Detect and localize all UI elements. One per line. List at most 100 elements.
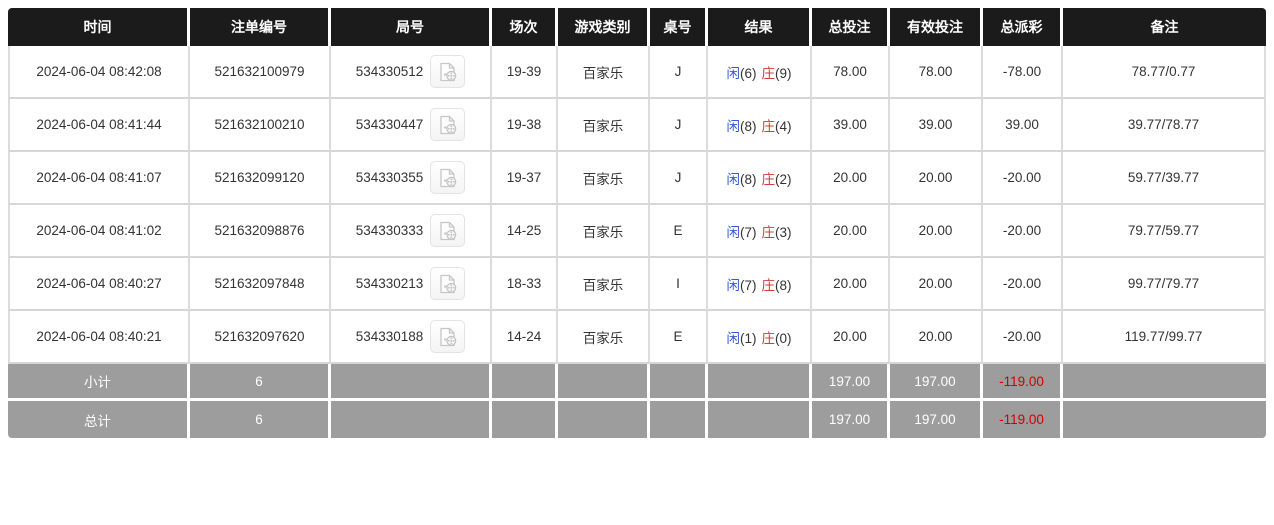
cell-total-bet: 20.00 (812, 311, 890, 364)
table-row: 2024-06-04 08:40:21 521632097620 5343301… (8, 311, 1266, 364)
video-replay-button[interactable] (430, 214, 466, 247)
round-id-value: 534330213 (355, 276, 424, 291)
result-banker-label: 庄 (761, 171, 776, 187)
subtotal-table-no (650, 364, 708, 401)
col-header-game-type: 游戏类别 (558, 8, 650, 46)
cell-bet-id: 521632100210 (190, 99, 331, 152)
subtotal-count: 6 (190, 364, 331, 401)
cell-bet-id: 521632097848 (190, 258, 331, 311)
cell-payout: -20.00 (983, 205, 1063, 258)
video-replay-icon (438, 62, 458, 82)
cell-time: 2024-06-04 08:42:08 (8, 46, 190, 99)
cell-game-type: 百家乐 (558, 258, 650, 311)
cell-bet-id: 521632097620 (190, 311, 331, 364)
cell-valid-bet: 20.00 (890, 205, 983, 258)
table-row: 2024-06-04 08:41:07 521632099120 5343303… (8, 152, 1266, 205)
cell-table-no: J (650, 46, 708, 99)
col-header-valid-bet: 有效投注 (890, 8, 983, 46)
cell-total-bet: 78.00 (812, 46, 890, 99)
table-header: 时间 注单编号 局号 场次 游戏类别 桌号 结果 总投注 有效投注 总派彩 备注 (8, 8, 1266, 46)
video-replay-icon (438, 327, 458, 347)
page-container: 时间 注单编号 局号 场次 游戏类别 桌号 结果 总投注 有效投注 总派彩 备注… (8, 8, 1266, 438)
cell-valid-bet: 20.00 (890, 258, 983, 311)
round-id-value: 534330333 (355, 223, 424, 238)
cell-valid-bet: 39.00 (890, 99, 983, 152)
video-replay-icon (438, 168, 458, 188)
video-replay-button[interactable] (430, 267, 466, 300)
col-header-session: 场次 (492, 8, 558, 46)
cell-total-bet: 20.00 (812, 258, 890, 311)
result-player-score: (6) (740, 65, 757, 81)
subtotal-result (708, 364, 812, 401)
cell-payout: -20.00 (983, 311, 1063, 364)
video-replay-icon (438, 274, 458, 294)
video-replay-button[interactable] (430, 161, 466, 194)
result-player-score: (1) (740, 330, 757, 346)
total-count: 6 (190, 401, 331, 438)
cell-payout: -78.00 (983, 46, 1063, 99)
table-body: 2024-06-04 08:42:08 521632100979 5343305… (8, 46, 1266, 364)
result-player-label: 闲 (726, 277, 741, 293)
cell-round-id: 534330213 (331, 258, 492, 311)
total-session (492, 401, 558, 438)
cell-bet-id: 521632099120 (190, 152, 331, 205)
result-player-label: 闲 (726, 330, 741, 346)
result-player-score: (8) (740, 171, 757, 187)
cell-total-bet: 39.00 (812, 99, 890, 152)
subtotal-valid-bet: 197.00 (890, 364, 983, 401)
result-banker-score: (9) (775, 65, 792, 81)
total-total-bet: 197.00 (812, 401, 890, 438)
total-remark (1063, 401, 1266, 438)
result-banker-score: (3) (775, 224, 792, 240)
cell-remark: 39.77/78.77 (1063, 99, 1266, 152)
total-valid-bet: 197.00 (890, 401, 983, 438)
cell-result: 闲(1) 庄(0) (708, 311, 812, 364)
header-row: 时间 注单编号 局号 场次 游戏类别 桌号 结果 总投注 有效投注 总派彩 备注 (8, 8, 1266, 46)
result-player-score: (7) (740, 277, 757, 293)
round-id-value: 534330512 (355, 64, 424, 79)
cell-remark: 59.77/39.77 (1063, 152, 1266, 205)
video-replay-icon (438, 221, 458, 241)
cell-time: 2024-06-04 08:40:21 (8, 311, 190, 364)
result-player-label: 闲 (726, 224, 741, 240)
total-label: 总计 (8, 401, 190, 438)
video-replay-button[interactable] (430, 320, 466, 353)
result-banker-score: (8) (775, 277, 792, 293)
cell-time: 2024-06-04 08:41:02 (8, 205, 190, 258)
cell-round-id: 534330512 (331, 46, 492, 99)
cell-result: 闲(8) 庄(2) (708, 152, 812, 205)
result-banker-score: (2) (775, 171, 792, 187)
cell-session: 14-24 (492, 311, 558, 364)
total-table-no (650, 401, 708, 438)
table-row: 2024-06-04 08:41:02 521632098876 5343303… (8, 205, 1266, 258)
total-payout: -119.00 (983, 401, 1063, 438)
video-replay-button[interactable] (430, 108, 466, 141)
cell-game-type: 百家乐 (558, 152, 650, 205)
cell-round-id: 534330188 (331, 311, 492, 364)
cell-total-bet: 20.00 (812, 152, 890, 205)
cell-game-type: 百家乐 (558, 311, 650, 364)
video-replay-button[interactable] (430, 55, 466, 88)
cell-session: 14-25 (492, 205, 558, 258)
result-banker-label: 庄 (761, 65, 776, 81)
cell-result: 闲(7) 庄(8) (708, 258, 812, 311)
result-player-label: 闲 (726, 171, 741, 187)
col-header-round-id: 局号 (331, 8, 492, 46)
cell-remark: 79.77/59.77 (1063, 205, 1266, 258)
col-header-total-bet: 总投注 (812, 8, 890, 46)
round-id-value: 534330447 (355, 117, 424, 132)
result-player-score: (8) (740, 118, 757, 134)
result-banker-label: 庄 (761, 330, 776, 346)
cell-valid-bet: 20.00 (890, 311, 983, 364)
cell-result: 闲(6) 庄(9) (708, 46, 812, 99)
col-header-time: 时间 (8, 8, 190, 46)
cell-time: 2024-06-04 08:40:27 (8, 258, 190, 311)
cell-payout: -20.00 (983, 258, 1063, 311)
cell-remark: 78.77/0.77 (1063, 46, 1266, 99)
col-header-bet-id: 注单编号 (190, 8, 331, 46)
col-header-result: 结果 (708, 8, 812, 46)
subtotal-round (331, 364, 492, 401)
result-banker-label: 庄 (761, 224, 776, 240)
col-header-remark: 备注 (1063, 8, 1266, 46)
total-result (708, 401, 812, 438)
